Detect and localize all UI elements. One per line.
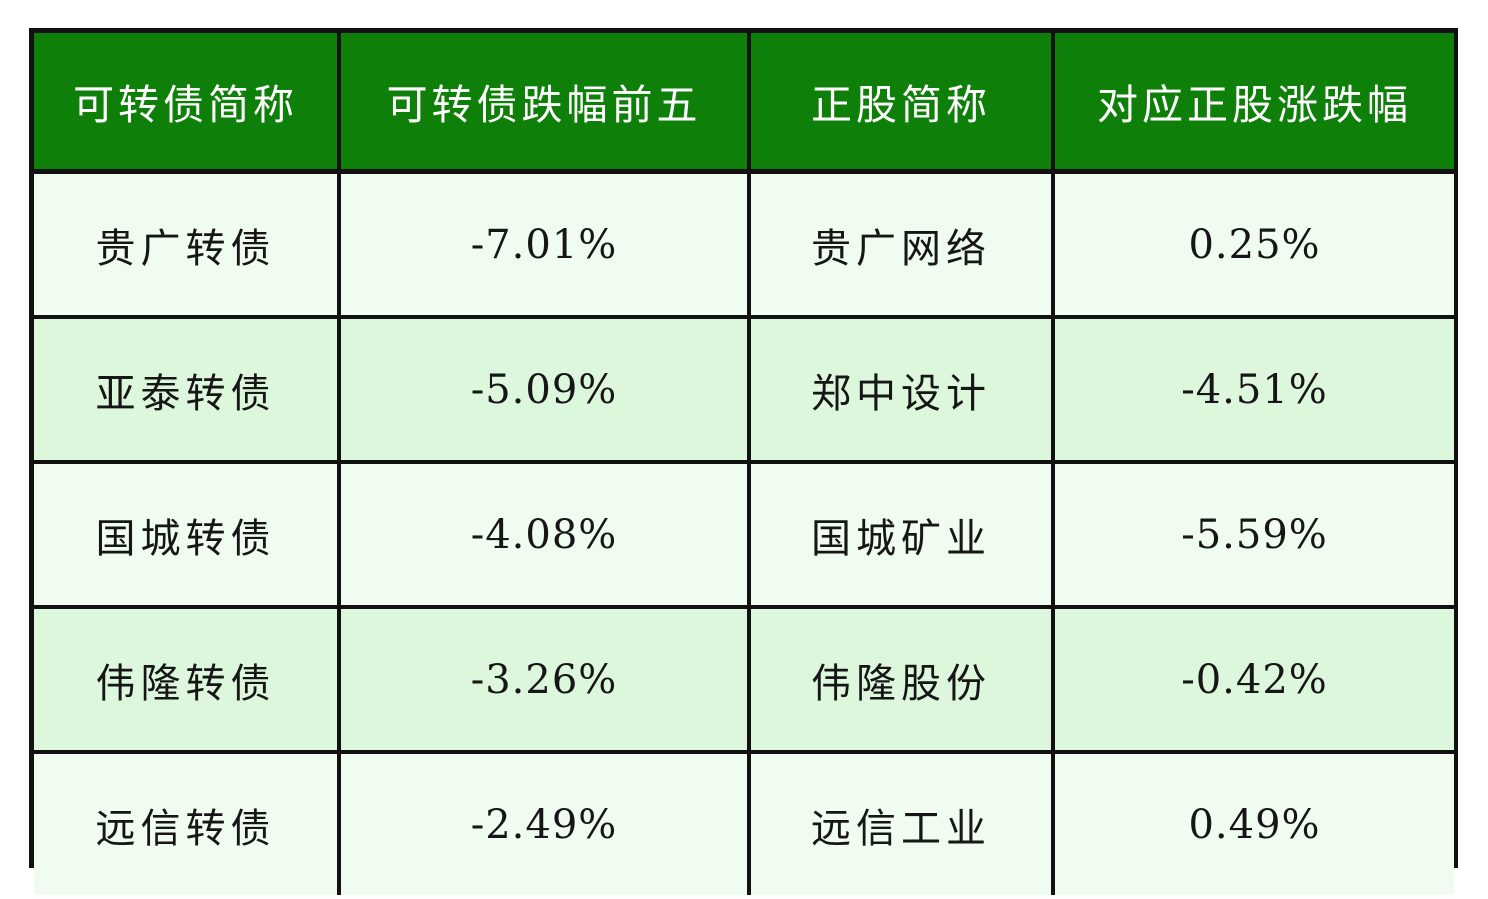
cell-bond-name: 伟隆转债 bbox=[34, 607, 341, 754]
cell-bond-name: 国城转债 bbox=[34, 462, 341, 609]
cell-stock-change: -5.59% bbox=[1053, 462, 1454, 609]
data-table: 可转债简称 可转债跌幅前五 正股简称 对应正股涨跌幅 贵广转债 -7.01% 贵… bbox=[34, 33, 1454, 895]
table-body: 贵广转债 -7.01% 贵广网络 0.25% 亚泰转债 -5.09% 郑中设计 … bbox=[34, 171, 1454, 895]
cell-stock-name: 国城矿业 bbox=[749, 462, 1055, 609]
cell-bond-change: -3.26% bbox=[339, 607, 751, 754]
table-row: 亚泰转债 -5.09% 郑中设计 -4.51% bbox=[34, 317, 1454, 464]
cell-bond-name: 远信转债 bbox=[34, 752, 341, 895]
table-row: 远信转债 -2.49% 远信工业 0.49% bbox=[34, 752, 1454, 895]
cell-bond-change: -4.08% bbox=[339, 462, 751, 609]
column-header-bond-name: 可转债简称 bbox=[34, 33, 341, 174]
convertible-bond-decliners-table: 可转债简称 可转债跌幅前五 正股简称 对应正股涨跌幅 贵广转债 -7.01% 贵… bbox=[29, 28, 1458, 895]
cell-stock-name: 远信工业 bbox=[749, 752, 1055, 895]
column-header-bond-change: 可转债跌幅前五 bbox=[339, 33, 751, 174]
cell-stock-change: 0.25% bbox=[1053, 171, 1454, 319]
cell-stock-name: 贵广网络 bbox=[749, 171, 1055, 319]
column-header-stock-change: 对应正股涨跌幅 bbox=[1053, 33, 1454, 174]
cell-bond-change: -2.49% bbox=[339, 752, 751, 895]
cell-bond-name: 亚泰转债 bbox=[34, 317, 341, 464]
table-row: 国城转债 -4.08% 国城矿业 -5.59% bbox=[34, 462, 1454, 609]
cell-stock-name: 郑中设计 bbox=[749, 317, 1055, 464]
table-row: 贵广转债 -7.01% 贵广网络 0.25% bbox=[34, 171, 1454, 319]
cell-bond-change: -7.01% bbox=[339, 171, 751, 319]
cell-stock-change: -0.42% bbox=[1053, 607, 1454, 754]
table-header-row: 可转债简称 可转债跌幅前五 正股简称 对应正股涨跌幅 bbox=[34, 33, 1454, 174]
cell-bond-change: -5.09% bbox=[339, 317, 751, 464]
table-row: 伟隆转债 -3.26% 伟隆股份 -0.42% bbox=[34, 607, 1454, 754]
table-header: 可转债简称 可转债跌幅前五 正股简称 对应正股涨跌幅 bbox=[34, 33, 1454, 174]
cell-stock-change: -4.51% bbox=[1053, 317, 1454, 464]
cell-stock-change: 0.49% bbox=[1053, 752, 1454, 895]
cell-stock-name: 伟隆股份 bbox=[749, 607, 1055, 754]
column-header-stock-name: 正股简称 bbox=[749, 33, 1055, 174]
cell-bond-name: 贵广转债 bbox=[34, 171, 341, 319]
